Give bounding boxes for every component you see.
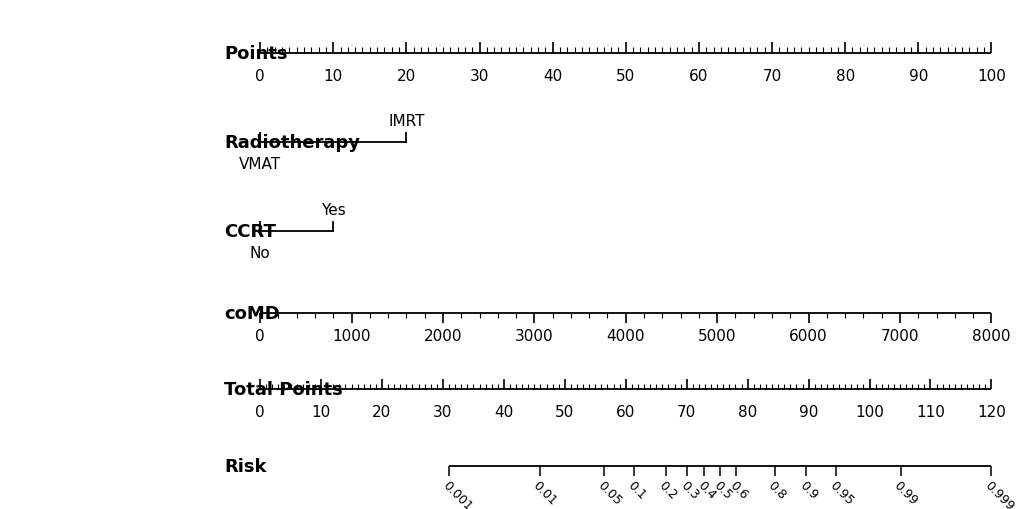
Text: 60: 60 xyxy=(615,405,635,419)
Text: 0.4: 0.4 xyxy=(694,478,717,502)
Text: 30: 30 xyxy=(470,69,489,83)
Text: 50: 50 xyxy=(615,69,635,83)
Text: 0: 0 xyxy=(255,328,265,343)
Text: 0.8: 0.8 xyxy=(764,478,788,502)
Text: 10: 10 xyxy=(311,405,330,419)
Text: IMRT: IMRT xyxy=(388,114,424,128)
Text: 6000: 6000 xyxy=(789,328,827,343)
Text: 0.95: 0.95 xyxy=(825,478,855,507)
Text: 0.2: 0.2 xyxy=(656,478,679,502)
Text: 0.5: 0.5 xyxy=(710,478,734,502)
Text: 0.01: 0.01 xyxy=(530,478,558,507)
Text: 0.99: 0.99 xyxy=(891,478,919,507)
Text: 40: 40 xyxy=(494,405,513,419)
Text: 8000: 8000 xyxy=(971,328,1010,343)
Text: 100: 100 xyxy=(854,405,883,419)
Text: 3000: 3000 xyxy=(515,328,553,343)
Text: 0.3: 0.3 xyxy=(677,478,700,502)
Text: 120: 120 xyxy=(976,405,1005,419)
Text: Total Points: Total Points xyxy=(224,380,342,399)
Text: 30: 30 xyxy=(433,405,452,419)
Text: 80: 80 xyxy=(835,69,854,83)
Text: 40: 40 xyxy=(542,69,561,83)
Text: 70: 70 xyxy=(761,69,781,83)
Text: 0.05: 0.05 xyxy=(595,478,624,507)
Text: CCRT: CCRT xyxy=(224,222,276,241)
Text: 110: 110 xyxy=(915,405,944,419)
Text: 20: 20 xyxy=(396,69,416,83)
Text: 100: 100 xyxy=(976,69,1005,83)
Text: 90: 90 xyxy=(908,69,927,83)
Text: Yes: Yes xyxy=(321,203,345,217)
Text: 0: 0 xyxy=(255,69,265,83)
Text: 90: 90 xyxy=(798,405,817,419)
Text: 7000: 7000 xyxy=(880,328,918,343)
Text: 60: 60 xyxy=(689,69,708,83)
Text: 2000: 2000 xyxy=(423,328,462,343)
Text: 0.9: 0.9 xyxy=(797,478,819,502)
Text: 4000: 4000 xyxy=(606,328,644,343)
Text: 70: 70 xyxy=(677,405,696,419)
Text: VMAT: VMAT xyxy=(238,157,281,172)
Text: 0.6: 0.6 xyxy=(727,478,749,502)
Text: 10: 10 xyxy=(323,69,342,83)
Text: 0.001: 0.001 xyxy=(439,478,474,509)
Text: 50: 50 xyxy=(554,405,574,419)
Text: 0.999: 0.999 xyxy=(981,478,1016,509)
Text: Risk: Risk xyxy=(224,457,267,475)
Text: 1000: 1000 xyxy=(332,328,370,343)
Text: coMD: coMD xyxy=(224,304,280,322)
Text: 80: 80 xyxy=(738,405,756,419)
Text: No: No xyxy=(250,246,270,261)
Text: 0.1: 0.1 xyxy=(624,478,647,502)
Text: Radiotherapy: Radiotherapy xyxy=(224,133,360,152)
Text: 20: 20 xyxy=(372,405,391,419)
Text: 0: 0 xyxy=(255,405,265,419)
Text: 5000: 5000 xyxy=(697,328,736,343)
Text: Points: Points xyxy=(224,44,287,63)
